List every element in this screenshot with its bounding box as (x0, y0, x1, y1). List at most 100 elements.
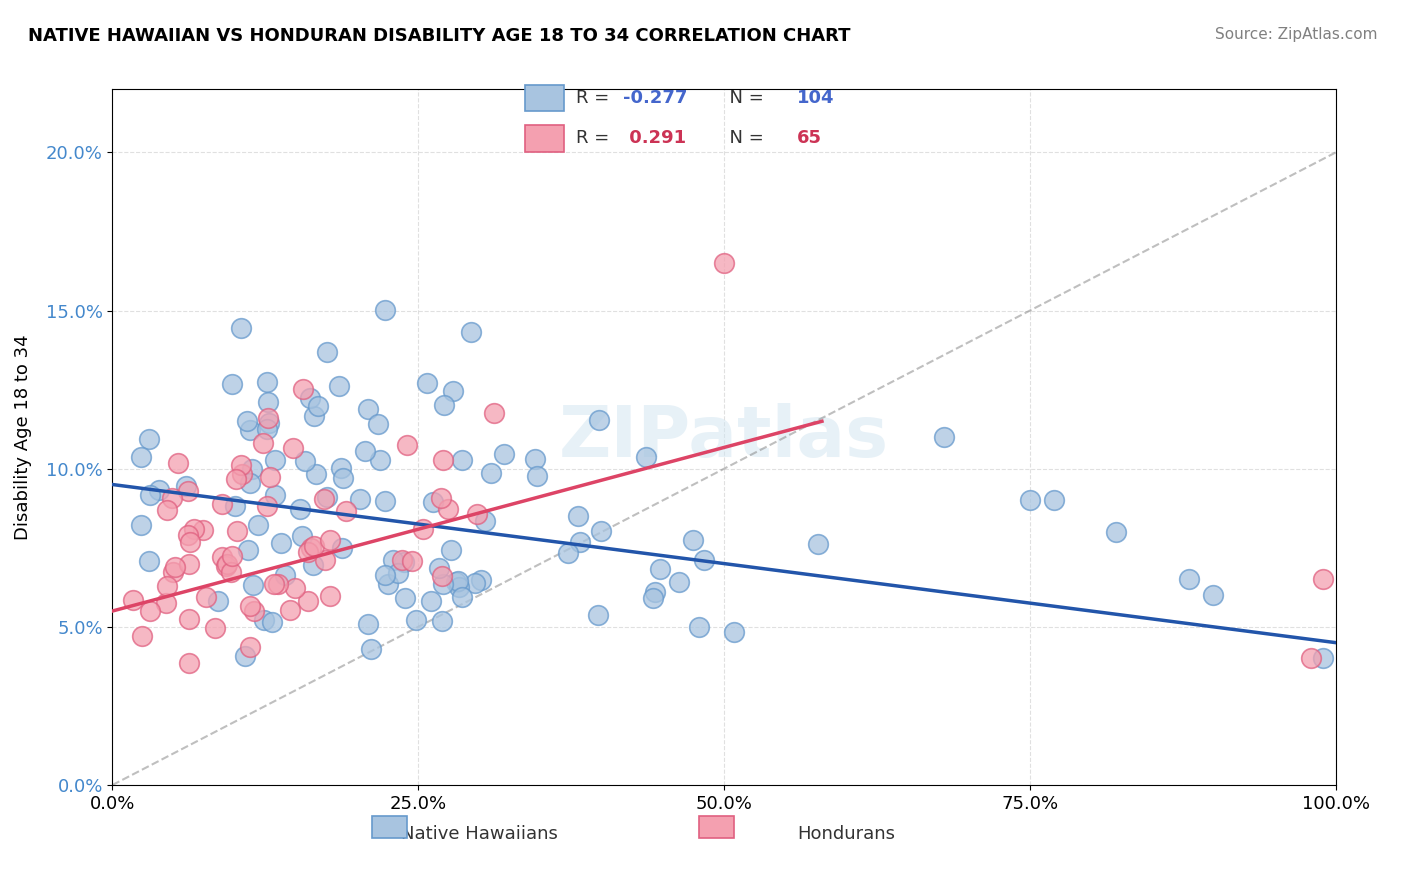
Point (256, 411, 278, 425)
Point (441, 384, 464, 398)
Point (1104, 524, 1126, 539)
Point (567, 509, 589, 524)
Point (260, 615, 283, 629)
Point (226, 524, 249, 538)
Point (319, 533, 342, 547)
Point (401, 554, 423, 568)
Point (357, 402, 380, 417)
Text: Native Hawaiians: Native Hawaiians (401, 825, 558, 843)
Point (349, 491, 371, 506)
Point (253, 613, 276, 627)
Point (294, 453, 316, 467)
Point (934, 430, 956, 444)
Point (432, 452, 454, 467)
Point (267, 577, 290, 591)
Point (465, 507, 488, 521)
Point (160, 491, 183, 506)
Point (139, 488, 162, 502)
Point (297, 544, 319, 558)
Point (332, 471, 354, 485)
Point (225, 472, 247, 486)
Point (239, 599, 262, 614)
Point (129, 450, 152, 465)
Point (367, 417, 389, 432)
Point (240, 462, 263, 476)
Point (807, 537, 830, 551)
Point (305, 467, 328, 481)
Y-axis label: Disability Age 18 to 34: Disability Age 18 to 34 (14, 334, 32, 540)
Point (330, 460, 353, 475)
Point (155, 579, 177, 593)
Point (302, 539, 325, 553)
Point (270, 536, 292, 550)
Point (302, 558, 325, 573)
Point (449, 580, 471, 594)
Point (299, 541, 322, 556)
Point (447, 574, 470, 588)
Point (211, 549, 233, 564)
Point (392, 555, 415, 569)
Point (484, 406, 506, 420)
Point (405, 613, 427, 627)
Point (236, 542, 259, 557)
Point (682, 533, 704, 547)
Point (460, 325, 482, 339)
Point (302, 409, 325, 423)
Point (148, 483, 170, 497)
Point (179, 558, 201, 572)
Point (328, 379, 350, 393)
Text: Source: ZipAtlas.com: Source: ZipAtlas.com (1215, 27, 1378, 42)
Text: R =: R = (576, 129, 616, 147)
Point (368, 453, 391, 467)
Point (374, 303, 396, 318)
Point (429, 491, 451, 505)
Text: NATIVE HAWAIIAN VS HONDURAN DISABILITY AGE 18 TO 34 CORRELATION CHART: NATIVE HAWAIIAN VS HONDURAN DISABILITY A… (28, 27, 851, 45)
Point (195, 590, 218, 604)
Point (648, 562, 671, 576)
Point (430, 569, 453, 583)
Point (215, 558, 238, 573)
Point (382, 553, 405, 567)
Point (162, 566, 184, 580)
Point (396, 438, 419, 452)
Point (278, 603, 301, 617)
Point (316, 491, 339, 505)
Point (314, 492, 336, 507)
Point (288, 501, 311, 516)
Point (247, 517, 270, 532)
FancyBboxPatch shape (524, 125, 564, 152)
Point (163, 560, 186, 574)
Point (723, 624, 745, 639)
Point (229, 321, 252, 335)
Point (263, 453, 285, 467)
Point (283, 441, 305, 455)
Point (179, 535, 201, 549)
Point (256, 422, 278, 436)
Point (419, 594, 441, 608)
Point (291, 529, 314, 543)
Text: N =: N = (718, 129, 769, 147)
Point (569, 535, 592, 549)
Point (432, 577, 454, 591)
Point (263, 577, 285, 591)
Point (131, 629, 153, 643)
Point (422, 494, 444, 508)
Text: ZIPatlas: ZIPatlas (560, 402, 889, 472)
Point (357, 617, 380, 632)
Point (204, 621, 226, 635)
Point (243, 604, 266, 618)
Point (451, 591, 474, 605)
Point (139, 604, 162, 618)
Point (330, 541, 353, 556)
Point (292, 382, 315, 396)
Point (588, 413, 610, 427)
Point (155, 596, 177, 610)
Point (236, 414, 259, 428)
Point (713, 256, 735, 270)
Point (668, 574, 690, 589)
Point (155, 503, 177, 517)
Text: 104: 104 (797, 89, 834, 107)
Point (174, 478, 197, 492)
Point (1043, 493, 1066, 508)
Point (298, 391, 321, 405)
